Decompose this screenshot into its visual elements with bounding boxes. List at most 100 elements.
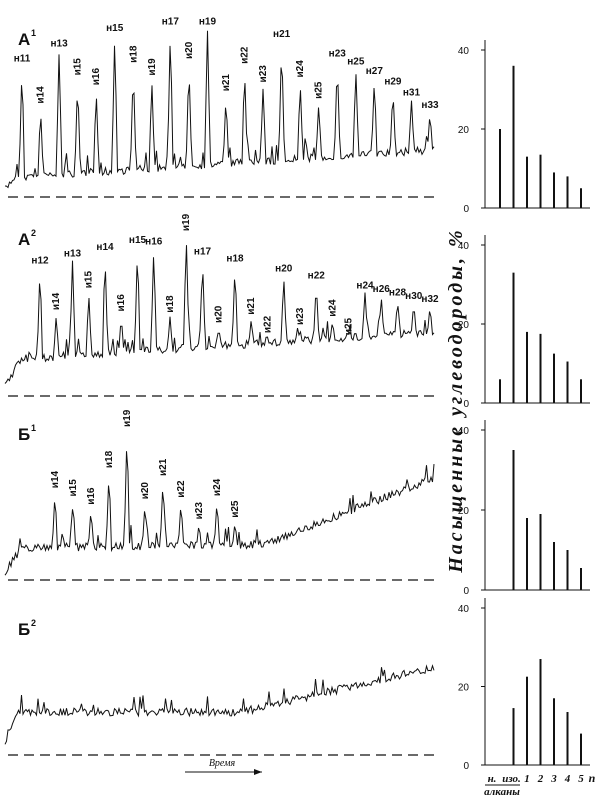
peak-label: и21 xyxy=(221,74,232,92)
peak-label: и24 xyxy=(328,299,339,317)
bar xyxy=(539,659,542,765)
bar xyxy=(512,450,515,590)
bar xyxy=(553,542,555,590)
bar xyxy=(512,708,515,765)
y-tick-label: 20 xyxy=(458,125,470,136)
peak-label: н25 xyxy=(347,57,365,68)
peak-label: и18 xyxy=(165,295,176,313)
peak-label: н19 xyxy=(199,17,217,28)
peak-label: и21 xyxy=(246,297,257,315)
peak-label: и18 xyxy=(104,450,115,468)
bar xyxy=(539,154,542,208)
trace xyxy=(4,30,435,189)
peak-label: н22 xyxy=(308,270,326,281)
peak-label: и24 xyxy=(212,478,223,496)
peak-label: и16 xyxy=(116,294,127,312)
peak-label: и20 xyxy=(140,482,151,500)
peak-label: и15 xyxy=(68,479,79,497)
peak-label: и24 xyxy=(295,60,306,78)
peak-label: и25 xyxy=(230,500,241,518)
peak-label: н12 xyxy=(31,255,49,266)
panel-letter: Б xyxy=(18,620,30,639)
peak-label: н30 xyxy=(405,291,423,302)
bar xyxy=(526,676,528,765)
peak-label: н26 xyxy=(373,284,391,295)
peak-label: н20 xyxy=(275,264,293,275)
bar xyxy=(566,550,569,590)
peak-label: и25 xyxy=(314,81,325,99)
y-tick-label: 20 xyxy=(458,683,470,694)
bar xyxy=(553,698,555,765)
y-tick-label: 0 xyxy=(463,204,469,215)
peak-label: н27 xyxy=(366,66,384,77)
panel-superscript: 2 xyxy=(31,228,36,238)
bar xyxy=(566,712,569,765)
peak-label: н18 xyxy=(226,253,244,264)
x-tick-label: 3 xyxy=(550,773,557,785)
y-tick-label: 40 xyxy=(458,46,470,57)
peak-label: и20 xyxy=(214,305,225,323)
x-axis-label: n xyxy=(589,771,596,785)
time-label: Время xyxy=(209,758,236,769)
peak-label: н24 xyxy=(356,281,374,292)
trace xyxy=(4,664,435,745)
panel-superscript: 1 xyxy=(31,423,36,433)
bar xyxy=(512,272,515,403)
peak-label: н29 xyxy=(384,76,402,87)
y-tick-label: 0 xyxy=(463,399,469,410)
bar xyxy=(499,379,501,403)
bar xyxy=(526,156,528,208)
x-tick-label: 1 xyxy=(524,773,530,785)
peak-label: н33 xyxy=(421,100,439,111)
x-tick-label: изо. xyxy=(502,773,521,785)
peak-label: н17 xyxy=(194,247,212,258)
panel-letter: А xyxy=(18,30,30,49)
bar xyxy=(580,568,582,590)
peak-label: и14 xyxy=(50,470,61,488)
peak-label: н31 xyxy=(403,88,421,99)
panel-superscript: 1 xyxy=(31,28,36,38)
bar xyxy=(580,379,582,403)
peak-label: н13 xyxy=(51,39,69,50)
x-tick-label: н. xyxy=(488,773,497,785)
bar xyxy=(499,129,501,208)
peak-label: и25 xyxy=(344,317,355,335)
peak-label: н15 xyxy=(106,23,124,34)
peak-label: и15 xyxy=(84,271,95,289)
y-tick-label: 0 xyxy=(463,761,469,772)
panel-letter: Б xyxy=(18,425,30,444)
peak-label: и20 xyxy=(184,41,195,59)
peak-label: н17 xyxy=(162,16,180,27)
y-tick-label: 40 xyxy=(458,426,470,437)
peak-label: н13 xyxy=(64,249,82,260)
peak-label: и23 xyxy=(258,65,269,83)
peak-label: и23 xyxy=(295,307,306,325)
peak-label: и23 xyxy=(194,502,205,520)
peak-label: н28 xyxy=(389,287,407,298)
panel-superscript: 2 xyxy=(31,618,36,628)
peak-label: и16 xyxy=(86,487,97,505)
y-tick-label: 20 xyxy=(458,320,470,331)
bar xyxy=(580,733,582,765)
peak-label: и16 xyxy=(91,68,102,86)
y-tick-label: 40 xyxy=(458,604,470,615)
peak-label: и14 xyxy=(51,292,62,310)
bar xyxy=(539,514,542,590)
peak-label: н32 xyxy=(421,294,439,305)
bar xyxy=(512,65,515,208)
peak-label: и21 xyxy=(158,458,169,476)
trace xyxy=(4,245,435,384)
peak-label: и22 xyxy=(176,480,187,498)
peak-label: и18 xyxy=(128,45,139,63)
peak-label: н15 xyxy=(129,235,147,246)
bar xyxy=(580,188,582,208)
y-tick-label: 40 xyxy=(458,241,470,252)
time-arrow-head xyxy=(254,769,262,775)
peak-label: и19 xyxy=(147,58,158,76)
bar xyxy=(553,172,555,208)
peak-label: и19 xyxy=(181,213,192,231)
x-tick-label: 2 xyxy=(537,773,544,785)
panel-letter: А xyxy=(18,230,30,249)
